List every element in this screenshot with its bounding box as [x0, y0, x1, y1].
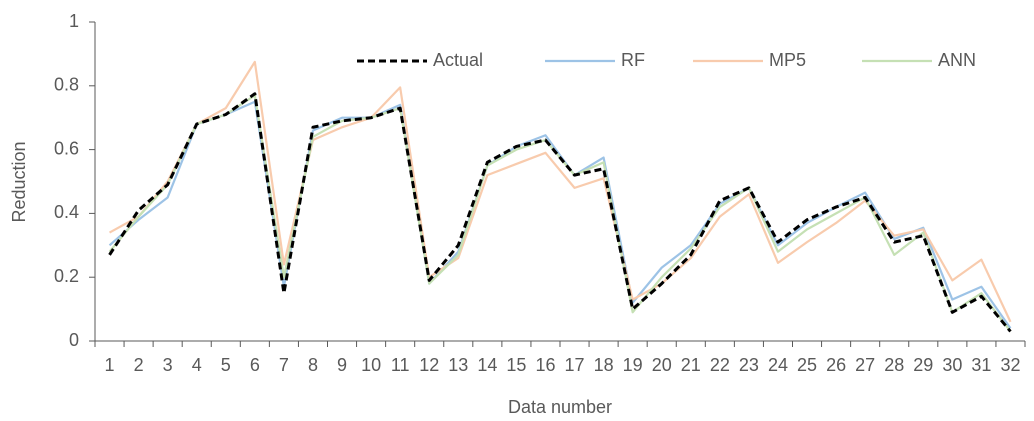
x-tick-label: 2: [134, 355, 144, 375]
legend-label: MP5: [769, 50, 806, 70]
x-tick-label: 30: [942, 355, 962, 375]
x-tick-label: 20: [652, 355, 672, 375]
x-tick-label: 19: [623, 355, 643, 375]
x-axis-title: Data number: [508, 397, 612, 417]
x-tick-label: 28: [884, 355, 904, 375]
x-tick-label: 21: [681, 355, 701, 375]
x-tick-label: 25: [797, 355, 817, 375]
x-tick-label: 7: [279, 355, 289, 375]
x-tick-label: 10: [361, 355, 381, 375]
y-tick-label: 0.6: [54, 138, 79, 158]
x-tick-label: 17: [565, 355, 585, 375]
x-tick-label: 3: [163, 355, 173, 375]
y-tick-label: 0.4: [54, 202, 79, 222]
y-axis-title: Reduction: [9, 141, 29, 222]
x-tick-label: 15: [506, 355, 526, 375]
x-tick-label: 5: [221, 355, 231, 375]
x-tick-label: 14: [477, 355, 497, 375]
x-tick-label: 31: [971, 355, 991, 375]
x-tick-label: 9: [337, 355, 347, 375]
x-tick-label: 23: [739, 355, 759, 375]
x-tick-label: 29: [913, 355, 933, 375]
legend-label: ANN: [938, 50, 976, 70]
x-tick-label: 24: [768, 355, 788, 375]
x-tick-label: 26: [826, 355, 846, 375]
x-tick-label: 18: [594, 355, 614, 375]
x-tick-label: 12: [419, 355, 439, 375]
x-tick-label: 6: [250, 355, 260, 375]
series-line: [109, 60, 1012, 323]
x-tick-label: 4: [192, 355, 202, 375]
y-tick-label: 1: [69, 11, 79, 31]
y-tick-label: 0: [69, 330, 79, 350]
x-tick-label: 11: [391, 355, 410, 375]
series-line: [108, 92, 1012, 333]
x-tick-label: 1: [105, 355, 115, 375]
legend-label: Actual: [433, 50, 483, 70]
x-tick-label: 8: [308, 355, 318, 375]
x-tick-label: 13: [448, 355, 468, 375]
x-tick-label: 27: [855, 355, 875, 375]
y-tick-label: 0.2: [54, 266, 79, 286]
x-tick-label: 16: [535, 355, 555, 375]
y-tick-label: 0.8: [54, 75, 79, 95]
legend-label: RF: [621, 50, 645, 70]
x-tick-label: 22: [710, 355, 730, 375]
x-tick-label: 32: [1000, 355, 1020, 375]
